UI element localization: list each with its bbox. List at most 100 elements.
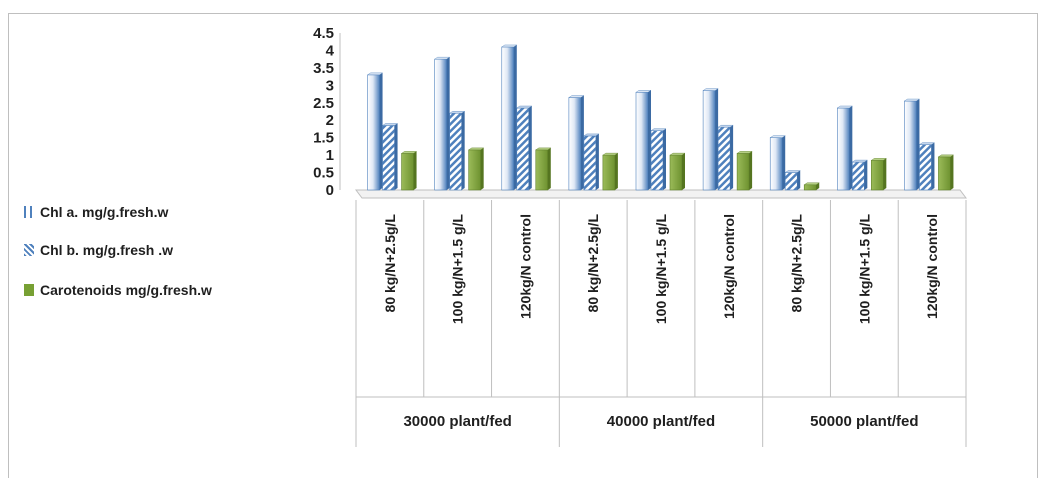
bar bbox=[702, 88, 719, 191]
bar-face bbox=[650, 130, 664, 191]
bar-side bbox=[663, 128, 666, 190]
bar-face bbox=[401, 153, 414, 191]
bar-side bbox=[883, 158, 887, 190]
bar-face bbox=[635, 92, 649, 191]
bar-face bbox=[568, 97, 582, 191]
bar-face bbox=[837, 107, 850, 191]
bar-face bbox=[803, 184, 817, 191]
bar bbox=[516, 105, 533, 191]
legend-label-chl-b: Chl b. mg/g.fresh .w bbox=[40, 242, 174, 258]
bar bbox=[635, 90, 652, 191]
bar-face bbox=[784, 172, 798, 191]
bar-side bbox=[461, 111, 465, 190]
x-tick-label: 100 kg/N+1.5 g/L bbox=[653, 214, 669, 325]
bar bbox=[736, 151, 753, 191]
bar bbox=[937, 154, 955, 191]
bar bbox=[583, 133, 600, 191]
y-tick-label: 3.5 bbox=[313, 60, 334, 77]
bar-side bbox=[480, 147, 484, 190]
x-tick-label: 120kg/N control bbox=[721, 214, 737, 319]
bar-face bbox=[871, 160, 884, 191]
bar-face bbox=[852, 161, 865, 191]
bar-side bbox=[730, 125, 734, 190]
x-tick-label: 80 kg/N+2.5g/L bbox=[789, 214, 805, 313]
chart-frame bbox=[8, 13, 1038, 478]
bar-side bbox=[782, 135, 786, 190]
bar-side bbox=[394, 123, 398, 190]
bar-side bbox=[528, 106, 532, 190]
bar-face bbox=[434, 58, 447, 191]
legend-swatch-carotenoids bbox=[24, 284, 34, 296]
bar bbox=[870, 158, 887, 191]
bar-side bbox=[749, 151, 753, 190]
bar-face bbox=[449, 112, 462, 191]
bar-face bbox=[919, 144, 932, 191]
x-tick-label: 100 kg/N+1.5 g/L bbox=[856, 214, 872, 325]
bar-face bbox=[367, 74, 380, 191]
legend-label-chl-a: Chl a. mg/g.fresh.w bbox=[40, 204, 169, 220]
chart-floor bbox=[355, 189, 967, 199]
x-tick-label: 120kg/N control bbox=[924, 214, 940, 319]
bar-face bbox=[602, 154, 616, 191]
legend-item-chl-a: Chl a. mg/g.fresh.w bbox=[24, 204, 168, 220]
bar-face bbox=[382, 125, 395, 191]
bar-side bbox=[446, 57, 450, 190]
bar-side bbox=[950, 154, 954, 190]
bar-side bbox=[916, 99, 920, 190]
bar-side bbox=[797, 170, 801, 190]
bar bbox=[717, 124, 734, 191]
bar-side bbox=[614, 153, 618, 190]
legend-label-carotenoids: Carotenoids mg/g.fresh.w bbox=[40, 282, 212, 298]
bar-face bbox=[516, 107, 530, 191]
bar bbox=[381, 123, 399, 191]
bar-side bbox=[864, 160, 868, 190]
bar-side bbox=[580, 95, 584, 190]
bar bbox=[434, 56, 451, 191]
bar-face bbox=[769, 137, 783, 191]
bar bbox=[769, 135, 786, 191]
bar-side bbox=[715, 88, 719, 190]
bar-face bbox=[736, 153, 750, 191]
bar-side bbox=[379, 72, 383, 190]
y-tick-label: 1.5 bbox=[313, 130, 334, 147]
bar bbox=[501, 44, 518, 191]
y-tick-label: 4.5 bbox=[313, 25, 334, 42]
bar-face bbox=[702, 90, 716, 191]
bar bbox=[602, 152, 619, 191]
group-label: 30000 plant/fed bbox=[403, 413, 511, 430]
bar-side bbox=[547, 147, 551, 190]
bar bbox=[468, 147, 485, 191]
legend-swatch-chl-b bbox=[24, 244, 34, 256]
bar-face bbox=[501, 46, 515, 191]
bar bbox=[918, 142, 936, 191]
y-tick-label: 2.5 bbox=[313, 95, 334, 112]
bar-side bbox=[413, 151, 417, 190]
bar bbox=[784, 170, 801, 191]
bar bbox=[366, 72, 384, 191]
bar-side bbox=[513, 44, 517, 191]
legend-item-chl-b: Chl b. mg/g.fresh .w bbox=[24, 242, 173, 258]
bar bbox=[851, 159, 868, 191]
bar bbox=[836, 105, 853, 191]
bar bbox=[535, 147, 552, 191]
bar-side bbox=[648, 90, 651, 190]
bar-face bbox=[717, 126, 731, 191]
bar-side bbox=[816, 182, 820, 190]
bar-face bbox=[583, 135, 597, 191]
bar bbox=[803, 182, 820, 191]
group-label: 50000 plant/fed bbox=[810, 413, 918, 430]
y-tick-label: 1 bbox=[326, 147, 334, 164]
x-tick-label: 80 kg/N+2.5g/L bbox=[382, 214, 398, 313]
bar-face bbox=[669, 154, 683, 191]
bar-face bbox=[904, 100, 917, 191]
bar bbox=[903, 98, 921, 191]
bar bbox=[650, 128, 667, 191]
y-tick-label: 3 bbox=[326, 77, 334, 94]
bar-face bbox=[535, 149, 549, 191]
group-label: 40000 plant/fed bbox=[607, 413, 715, 430]
bar-side bbox=[849, 106, 853, 190]
y-tick-label: 0.5 bbox=[313, 165, 334, 182]
x-tick-label: 80 kg/N+2.5g/L bbox=[585, 214, 601, 313]
bar-side bbox=[682, 153, 685, 190]
